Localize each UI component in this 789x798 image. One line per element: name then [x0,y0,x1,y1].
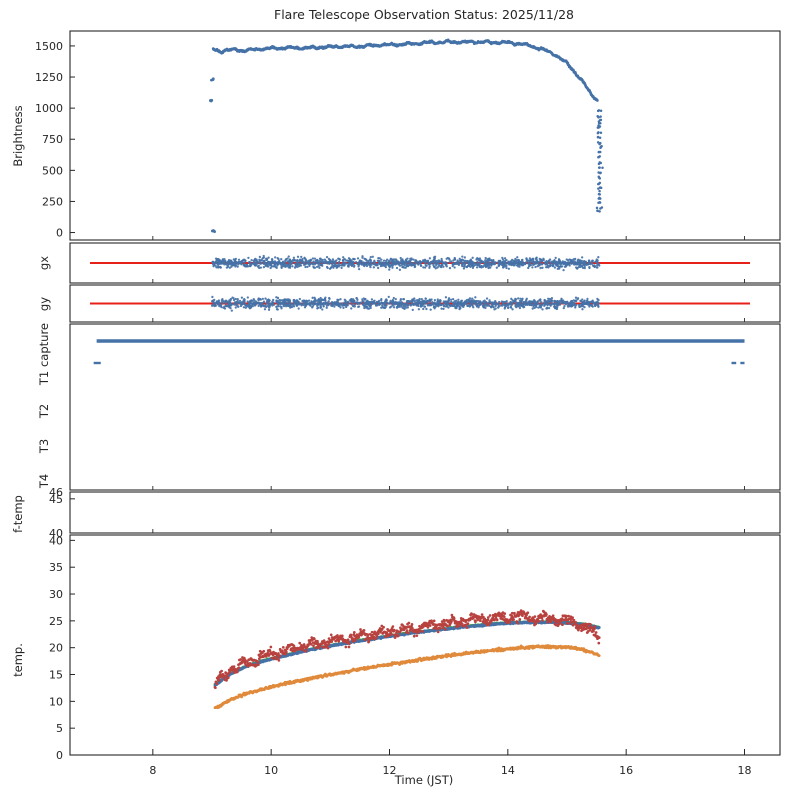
panel-frame-ftemp [69,491,781,534]
ylabel-t2: T2 [37,404,51,419]
ytick-label-brightness: 1500 [35,40,63,53]
gy-series [210,295,600,312]
ylabel-gy: gy [37,297,51,311]
ylabel-temp: temp. [11,643,25,677]
ylabel-capture: capture [37,323,51,367]
ytick-label-temp: 5 [56,722,63,735]
ytick-label-temp: 15 [49,669,63,682]
ylabel-f-temp: f-temp [11,495,25,533]
xtick-label: 12 [383,764,397,777]
panel-frame-bright [69,30,781,241]
chart-title: Flare Telescope Observation Status: 2025… [274,7,574,22]
xtick-label: 10 [264,764,278,777]
ylabel-gx: gx [37,256,51,270]
ytick-label-temp: 10 [49,695,63,708]
ylabel-t1: T1 [37,371,51,386]
ytick-label-brightness: 750 [42,133,63,146]
xlabel-time: Time (JST) [394,773,454,787]
ylabel-t3: T3 [37,439,51,454]
ytick-label-temp: 25 [49,615,63,628]
ytick-label-temp: 30 [49,588,63,601]
gx-series [211,254,601,272]
panel-frame-temp [69,534,781,756]
xtick-label: 8 [149,764,156,777]
ytick-label-brightness: 500 [42,164,63,177]
panel-frame-cap [69,323,781,491]
ylabel-brightness: Brightness [11,105,25,166]
ytick-label-f-temp: 45 [49,493,63,506]
temp-series-T1-red [213,609,601,690]
ytick-label-temp: 20 [49,642,63,655]
ylabel-t4: T4 [37,474,51,489]
temp-series-T4-orange [213,644,601,710]
ytick-label-f-temp: 46 [49,486,63,499]
ytick-label-brightness: 1250 [35,71,63,84]
ytick-label-temp: 40 [49,534,63,547]
ytick-label-temp: 0 [56,749,63,762]
ytick-label-brightness: 1000 [35,102,63,115]
ytick-label-temp: 35 [49,561,63,574]
xtick-label: 16 [619,764,633,777]
xtick-label: 18 [738,764,752,777]
ytick-label-f-temp: 40 [49,527,63,540]
ytick-label-brightness: 0 [56,227,63,240]
ytick-label-brightness: 250 [42,195,63,208]
brightness-series [209,38,604,233]
xtick-label: 14 [501,764,515,777]
